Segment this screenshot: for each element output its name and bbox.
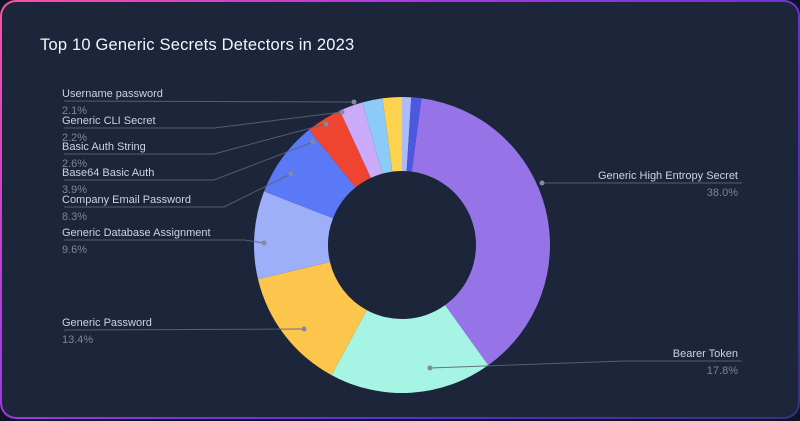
- callout-label: Generic High Entropy Secret: [598, 170, 738, 182]
- callout-label: Username password: [62, 88, 163, 100]
- callout-label: Generic Database Assignment: [62, 227, 211, 239]
- callout-percent: 13.4%: [62, 334, 152, 346]
- callout-generic-password: Generic Password 13.4%: [62, 317, 152, 346]
- leader-dot: [540, 181, 545, 186]
- callout-label: Company Email Password: [62, 194, 191, 206]
- callout-company-email-password: Company Email Password 8.3%: [62, 194, 191, 223]
- leader-dot: [324, 122, 329, 127]
- callout-label: Generic CLI Secret: [62, 115, 156, 127]
- leader-dot: [289, 172, 294, 177]
- callout-base64-basic-auth: Base64 Basic Auth 3.9%: [62, 167, 154, 196]
- leader-dot: [302, 327, 307, 332]
- callout-label: Generic Password: [62, 317, 152, 329]
- donut-slices: [254, 97, 550, 393]
- callout-percent: 8.3%: [62, 211, 191, 223]
- callout-label: Bearer Token: [673, 348, 738, 360]
- callout-basic-auth-string: Basic Auth String 2.6%: [62, 141, 146, 170]
- callout-percent: 17.8%: [673, 365, 738, 377]
- leader-dot: [311, 140, 316, 145]
- leader-dot: [340, 110, 345, 115]
- leader-dot: [428, 366, 433, 371]
- callout-generic-database-assignment: Generic Database Assignment 9.6%: [62, 227, 211, 256]
- callout-bearer-token: Bearer Token 17.8%: [673, 348, 738, 377]
- callout-percent: 9.6%: [62, 244, 211, 256]
- callout-generic-high-entropy-secret: Generic High Entropy Secret 38.0%: [598, 170, 738, 199]
- callout-username-password: Username password 2.1%: [62, 88, 163, 117]
- callout-generic-cli-secret: Generic CLI Secret 2.2%: [62, 115, 156, 144]
- leader-dot: [262, 241, 267, 246]
- callout-label: Basic Auth String: [62, 141, 146, 153]
- callout-label: Base64 Basic Auth: [62, 167, 154, 179]
- leader-dot: [352, 100, 357, 105]
- callout-percent: 38.0%: [598, 187, 738, 199]
